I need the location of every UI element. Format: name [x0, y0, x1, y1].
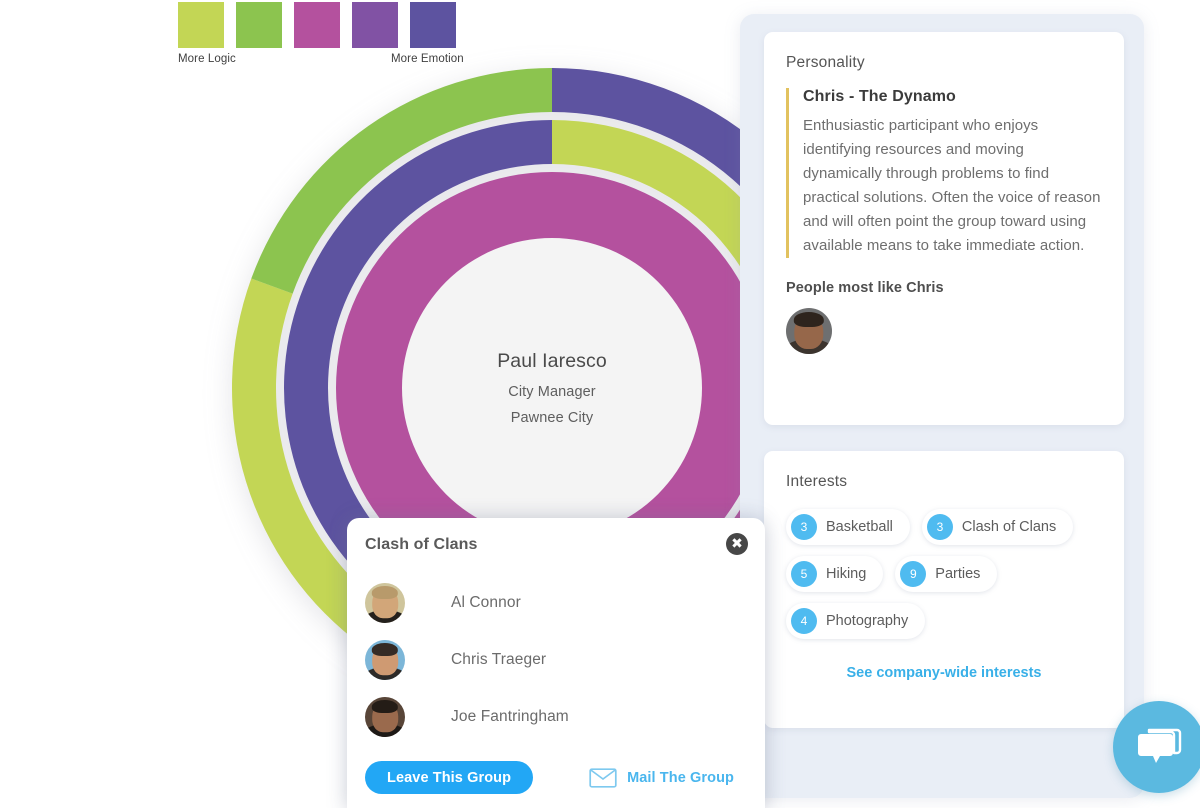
interests-pill-list: 3 Basketball 3 Clash of Clans 5 Hiking 9…: [786, 509, 1104, 639]
interest-pill-hiking[interactable]: 5 Hiking: [786, 556, 884, 592]
avatar-chris-traeger[interactable]: [365, 639, 405, 680]
interest-pill-clash-of-clans[interactable]: 3 Clash of Clans: [921, 509, 1074, 545]
wheel-segment[interactable]: [284, 120, 552, 594]
avatar-hair: [371, 585, 399, 600]
personality-archetype-block: Chris - The Dynamo Enthusiastic particip…: [786, 88, 1102, 258]
interest-count-badge: 4: [791, 608, 817, 634]
interest-label: Clash of Clans: [961, 519, 1057, 535]
interest-label: Photography: [826, 613, 909, 629]
legend-swatch-logic-strong: [178, 2, 224, 48]
group-member-name: Joe Fantringham: [451, 707, 569, 725]
right-sidebar-inner: Personality Chris - The Dynamo Enthusias…: [740, 14, 1144, 798]
group-member-list: Al Connor Chris Traeger Joe Fantringham: [365, 574, 745, 745]
group-detail-popup: Clash of Clans ✖ Al Connor Chris Traeger: [347, 518, 765, 808]
group-member-name: Al Connor: [451, 593, 521, 611]
interest-label: Hiking: [826, 566, 867, 582]
mail-group-button[interactable]: Mail The Group: [589, 767, 735, 788]
interest-label: Basketball: [826, 519, 893, 535]
legend-label-more-logic: More Logic: [178, 53, 236, 65]
chat-bubble-icon: [1138, 728, 1182, 763]
interest-count-badge: 5: [791, 561, 817, 587]
group-member-row[interactable]: Al Connor: [365, 574, 745, 631]
wheel-ring-inner: [336, 172, 768, 604]
similar-people-avatars: [786, 308, 1124, 354]
wheel-center-disc: [400, 236, 704, 540]
avatar-chris[interactable]: [786, 308, 832, 354]
legend-swatch-logic-moderate: [236, 2, 282, 48]
see-company-wide-interests-link[interactable]: See company-wide interests: [846, 665, 1042, 681]
interest-pill-photography[interactable]: 4 Photography: [786, 603, 926, 639]
interest-label: Parties: [935, 566, 981, 582]
interest-pill-basketball[interactable]: 3 Basketball: [786, 509, 910, 545]
legend-label-more-emotion: More Emotion: [391, 53, 464, 65]
logic-emotion-legend: More Logic More Emotion: [178, 2, 478, 68]
avatar-hair: [793, 311, 825, 328]
similar-people-heading: People most like Chris: [786, 280, 944, 296]
avatar-hair: [371, 699, 399, 714]
personality-archetype-title: Chris - The Dynamo: [803, 88, 956, 105]
legend-swatch-balanced: [294, 2, 340, 48]
mail-group-label: Mail The Group: [627, 769, 735, 786]
personality-card-heading: Personality: [786, 54, 865, 71]
legend-swatch-emotion-strong: [410, 2, 456, 48]
interest-count-badge: 9: [900, 561, 927, 587]
group-popup-title: Clash of Clans: [365, 536, 478, 553]
envelope-icon: [589, 767, 617, 788]
legend-swatch-emotion-moderate: [352, 2, 398, 48]
leave-group-button[interactable]: Leave This Group: [365, 761, 534, 794]
legend-swatch-row: [178, 2, 456, 48]
wheel-segment[interactable]: [232, 278, 390, 647]
avatar-joe-fantringham[interactable]: [365, 696, 405, 737]
group-member-row[interactable]: Chris Traeger: [365, 631, 745, 688]
group-member-row[interactable]: Joe Fantringham: [365, 688, 745, 745]
avatar-al-connor[interactable]: [365, 582, 405, 623]
wheel-segment[interactable]: [336, 172, 768, 604]
group-popup-actions: Leave This Group Mail The Group: [365, 761, 747, 794]
personality-card: Personality Chris - The Dynamo Enthusias…: [764, 32, 1124, 425]
chat-support-button[interactable]: [1113, 701, 1200, 793]
interest-count-badge: 3: [791, 514, 817, 540]
personality-archetype-body: Enthusiastic participant who enjoys iden…: [803, 117, 1101, 254]
interest-count-badge: 3: [926, 514, 953, 540]
close-icon[interactable]: ✖: [726, 533, 748, 555]
group-member-name: Chris Traeger: [451, 650, 547, 668]
interest-pill-parties[interactable]: 9 Parties: [895, 556, 998, 592]
right-sidebar-panel: Personality Chris - The Dynamo Enthusias…: [740, 14, 1144, 798]
interests-card: Interests 3 Basketball 3 Clash of Clans …: [764, 451, 1124, 728]
interests-card-heading: Interests: [786, 473, 848, 490]
avatar-hair: [371, 642, 399, 657]
wheel-segment[interactable]: [251, 68, 553, 294]
